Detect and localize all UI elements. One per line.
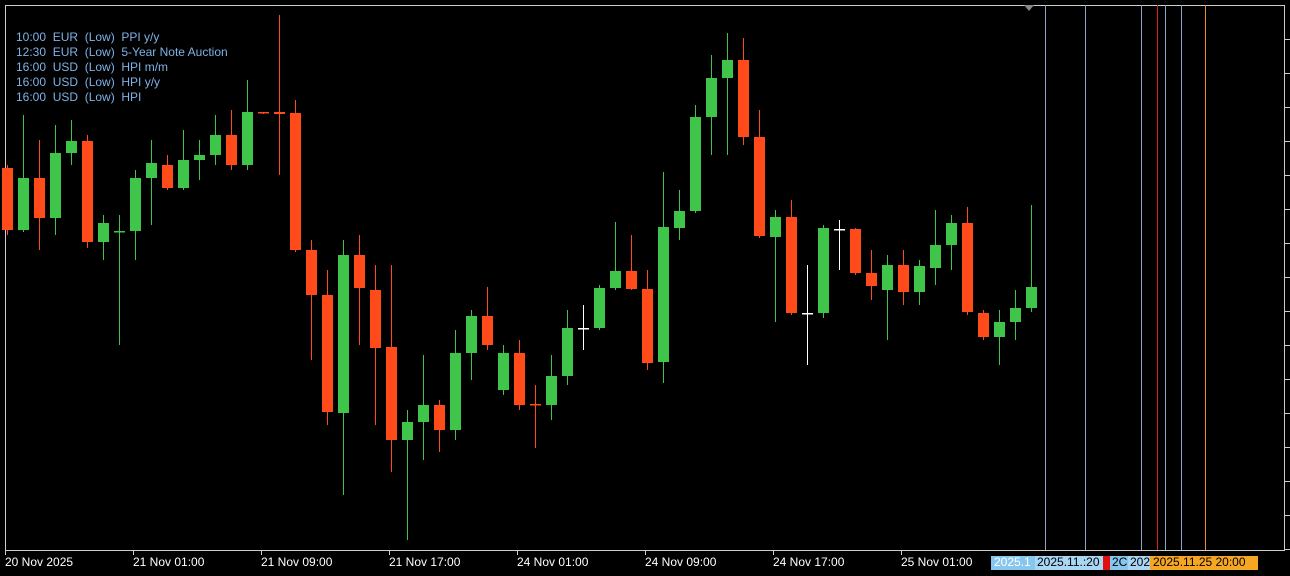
x-tick-label: 21 Nov 01:00 [133, 555, 205, 569]
candle-body [994, 322, 1005, 337]
candle-body [850, 229, 861, 273]
candle-body [146, 163, 157, 178]
x-tick-label: 24 Nov 09:00 [645, 555, 717, 569]
candle-body [834, 229, 845, 231]
candle-body [130, 178, 141, 231]
candle-body [194, 155, 205, 160]
candle-body [338, 255, 349, 413]
candle-body [18, 178, 29, 230]
candle-body [98, 223, 109, 242]
candle-body [2, 168, 13, 230]
candle-body [722, 60, 733, 78]
candle-body [466, 316, 477, 353]
candle-body [818, 228, 829, 313]
candle-body [546, 376, 557, 405]
candle-body [306, 250, 317, 295]
candle-body [962, 223, 973, 312]
marker-box [1128, 556, 1150, 570]
candle-body [866, 273, 877, 286]
candle-body [530, 404, 541, 406]
candle-body [258, 112, 269, 114]
time-markers: 2025.1 2025.11.:20 2C 202 2025.11.25 20:… [991, 555, 1258, 570]
candle-body [578, 328, 589, 330]
event: 12:30 EUR (Low) 5-Year Note Auction [16, 45, 228, 59]
candle-body [34, 178, 45, 218]
marker-label: 202 [1130, 555, 1150, 569]
candle-body [210, 135, 221, 155]
x-tick-label: 24 Nov 01:00 [517, 555, 589, 569]
candle-body [178, 160, 189, 188]
marker-label: 2025.11.:20 [1037, 555, 1100, 569]
candle-body [450, 353, 461, 430]
marker-box [991, 556, 1035, 570]
candle-body [50, 153, 61, 218]
candle-body [226, 135, 237, 165]
x-tick-label: 21 Nov 09:00 [261, 555, 333, 569]
marker-box [1110, 556, 1128, 570]
candle-body [1010, 308, 1021, 322]
x-tick-label: 21 Nov 17:00 [389, 555, 461, 569]
candle-body [642, 289, 653, 363]
candle-body [354, 255, 365, 288]
candle-body [498, 353, 509, 390]
candle-body [402, 422, 413, 440]
marker-box [1150, 556, 1258, 570]
candle-body [690, 117, 701, 211]
candle-body [274, 112, 285, 114]
candle-body [610, 271, 621, 288]
event: 16:00 USD (Low) HPI [16, 90, 141, 104]
marker-label: 2025.11.25 20:00 [1153, 555, 1246, 569]
event: 16:00 USD (Low) HPI y/y [16, 75, 160, 89]
candle-body [946, 223, 957, 245]
frame [5, 5, 1285, 551]
candle-body [594, 288, 605, 328]
candle-body [242, 112, 253, 165]
event: 10:00 EUR (Low) PPI y/y [16, 30, 159, 44]
candle-body [898, 265, 909, 292]
candle-body [114, 231, 125, 233]
candle-body [82, 141, 93, 242]
candle-body [562, 328, 573, 376]
candle-body [386, 347, 397, 440]
candle-body [930, 245, 941, 268]
marker-label: 2025.1 [994, 555, 1031, 569]
candle-body [802, 313, 813, 315]
candle-body [882, 265, 893, 290]
marker-box [1035, 556, 1103, 570]
marker-box [1103, 556, 1110, 570]
candle-body [786, 217, 797, 313]
candle-body [674, 211, 685, 228]
candle-body [1026, 287, 1037, 308]
candle-body [770, 217, 781, 237]
candle-body [626, 271, 637, 289]
x-tick-label: 24 Nov 17:00 [773, 555, 845, 569]
candle-body [162, 165, 173, 188]
candle-body [418, 405, 429, 422]
candle-body [482, 316, 493, 345]
x-tick-label: 25 Nov 01:00 [901, 555, 973, 569]
candle-body [738, 60, 749, 137]
candle-body [754, 137, 765, 236]
shift-marker[interactable] [1024, 5, 1034, 11]
candle-body [658, 227, 669, 362]
candle-body [514, 353, 525, 405]
candle-body [290, 113, 301, 250]
event: 16:00 USD (Low) HPI m/m [16, 60, 168, 74]
candle-body [322, 295, 333, 412]
candle-body [434, 405, 445, 430]
event-list: 10:00 EUR (Low) PPI y/y 12:30 EUR (Low) … [16, 30, 228, 104]
candle-body [914, 266, 925, 292]
candle-body [370, 290, 381, 348]
marker-label: 2C [1112, 555, 1128, 569]
candle-body [66, 141, 77, 153]
candle-body [978, 313, 989, 337]
x-tick-label: 20 Nov 2025 [5, 555, 73, 569]
candle-body [706, 78, 717, 117]
